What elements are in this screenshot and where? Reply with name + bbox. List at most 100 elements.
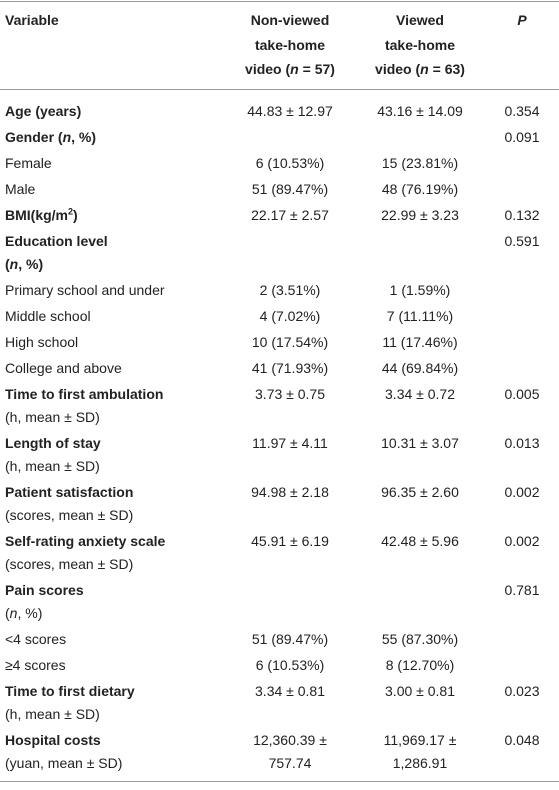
text-line: Viewed: [359, 8, 481, 33]
text-line: Male: [5, 178, 221, 201]
value-cell: 0.005: [504, 385, 540, 402]
text-line: (h, mean ± SD): [5, 406, 221, 429]
header-row: Variable Non-viewed take-home video (n = 57…: [0, 2, 559, 90]
value-cell: [225, 228, 355, 277]
value-cell: 0.354: [504, 102, 540, 119]
text-run: , %): [71, 128, 97, 145]
text-line: Middle school: [5, 305, 221, 328]
value-cell: 10.31 ± 3.07: [381, 434, 459, 451]
variable-cell: Length of stay (h, mean ± SD): [0, 430, 225, 479]
text-run: take-home: [384, 36, 456, 53]
text-run: Variable: [5, 12, 59, 28]
text-line: Primary school and under: [5, 279, 221, 302]
text-run: (scores, mean ± SD): [5, 506, 134, 523]
table-row: Male 51 (89.47%) 48 (76.19%): [0, 176, 559, 202]
value-cell: 48 (76.19%): [381, 180, 459, 197]
text-run: Gender (: [5, 128, 63, 145]
text-line: Length of stay: [5, 432, 221, 455]
text-run: n: [290, 61, 299, 77]
text-run: 2: [68, 205, 74, 216]
variable-cell: Pain scores (n, %): [0, 577, 225, 626]
text-run: , %): [17, 604, 43, 621]
text-run: n: [9, 604, 18, 621]
text-line: High school: [5, 331, 221, 354]
value-cell: 41 (71.93%): [251, 359, 329, 376]
value-cell: 0.132: [504, 206, 540, 223]
text-line: Variable: [5, 8, 221, 33]
variable-cell: Education level (n, %): [0, 228, 225, 277]
value-cell: 1 (1.59%): [389, 281, 451, 298]
value-cell: [485, 652, 559, 678]
header-cell: Viewed take-home video (n = 63): [355, 2, 485, 90]
value-cell: 6 (10.53%): [255, 656, 325, 673]
text-line: BMI(kg/m2): [5, 204, 221, 227]
value-cell: [355, 228, 485, 277]
value-cell: [485, 355, 559, 381]
value-cell: 42.48 ± 5.96: [381, 532, 459, 549]
value-line: 12,360.39 ±: [253, 731, 327, 748]
text-run: Pain scores: [5, 581, 84, 598]
text-line: <4 scores: [5, 628, 221, 651]
table-row: Education level (n, %) 0.591: [0, 228, 559, 277]
value-cell: [485, 303, 559, 329]
value-cell: 11 (17.46%): [382, 333, 458, 350]
variable-cell: Male: [0, 176, 225, 202]
value-cell: 3.34 ± 0.81: [255, 682, 325, 699]
text-line: Gender (n, %): [5, 126, 221, 149]
value-cell: 0.781: [504, 581, 540, 598]
table-row: Time to first ambulation (h, mean ± SD) 3.…: [0, 381, 559, 430]
text-run: Self-rating anxiety scale: [5, 532, 166, 549]
text-run: Primary school and under: [5, 281, 165, 298]
text-run: Non-viewed: [250, 12, 330, 28]
text-line: Education level: [5, 230, 221, 253]
value-line: 757.74: [268, 754, 312, 771]
text-line: Patient satisfaction: [5, 481, 221, 504]
value-cell: [355, 124, 485, 150]
variable-cell: Primary school and under: [0, 277, 225, 303]
value-cell: 94.98 ± 2.18: [251, 483, 329, 500]
text-run: video (: [375, 61, 421, 77]
value-cell: [485, 329, 559, 355]
table-header: Variable Non-viewed take-home video (n = 57…: [0, 2, 559, 90]
text-run: Length of stay: [5, 434, 101, 451]
table-row: Time to first dietary (h, mean ± SD) 3.34 …: [0, 678, 559, 727]
value-cell: 12,360.39 ± 757.74: [225, 727, 355, 782]
text-run: P: [517, 12, 527, 28]
text-run: <4 scores: [5, 630, 67, 647]
text-line: P: [489, 8, 555, 33]
value-cell: 0.048: [504, 731, 540, 748]
text-run: n: [62, 128, 72, 145]
text-line: video (n = 63): [359, 57, 481, 82]
header-cell: P: [485, 2, 559, 90]
header-cell: Non-viewed take-home video (n = 57): [225, 2, 355, 90]
text-run: n: [9, 255, 19, 272]
variable-cell: Hospital costs (yuan, mean ± SD): [0, 727, 225, 782]
value-cell: [485, 150, 559, 176]
text-line: (n, %): [5, 253, 221, 276]
value-cell: 11,969.17 ± 1,286.91: [355, 727, 485, 782]
text-line: Female: [5, 152, 221, 175]
text-run: take-home: [254, 36, 326, 53]
text-line: Time to first dietary: [5, 680, 221, 703]
value-cell: 0.023: [504, 682, 540, 699]
text-run: ): [73, 206, 78, 223]
text-run: = 57): [298, 61, 335, 77]
text-run: n: [420, 61, 429, 77]
table-row: Female 6 (10.53%) 15 (23.81%): [0, 150, 559, 176]
header-cell: Variable: [0, 2, 225, 90]
text-run: ≥4 scores: [5, 656, 66, 673]
value-cell: 0.591: [504, 232, 540, 249]
variable-cell: College and above: [0, 355, 225, 381]
table-row: ≥4 scores 6 (10.53%) 8 (12.70%): [0, 652, 559, 678]
value-cell: 7 (11.11%): [386, 307, 454, 324]
text-line: Hospital costs: [5, 729, 221, 752]
text-run: (yuan, mean ± SD): [5, 754, 123, 771]
value-cell: 8 (12.70%): [385, 656, 455, 673]
text-line: (yuan, mean ± SD): [5, 752, 221, 775]
variable-cell: Female: [0, 150, 225, 176]
value-cell: [485, 626, 559, 652]
value-cell: 3.00 ± 0.81: [385, 682, 455, 699]
text-line: Time to first ambulation: [5, 383, 221, 406]
text-run: Time to first dietary: [5, 682, 135, 699]
